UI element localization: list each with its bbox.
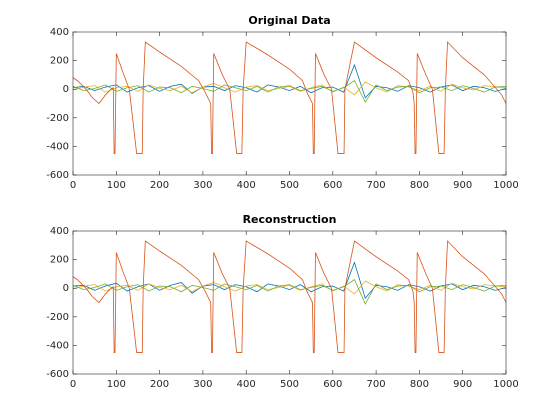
x-tick-label: 600 — [323, 379, 342, 390]
chart-title: Original Data — [248, 14, 330, 27]
y-tick-label: -200 — [46, 113, 69, 124]
data-line — [72, 261, 507, 300]
data-line — [72, 63, 507, 99]
chart-title: Reconstruction — [243, 213, 337, 226]
x-tick-label: 900 — [453, 379, 472, 390]
y-tick-label: 400 — [50, 226, 69, 237]
x-tick-label: 0 — [70, 379, 76, 390]
data-line — [72, 240, 507, 353]
x-tick-label: 0 — [70, 180, 76, 191]
x-tick-label: 400 — [237, 379, 256, 390]
data-line — [72, 81, 507, 96]
y-tick-label: 0 — [63, 283, 69, 294]
y-tick-label: 200 — [50, 56, 69, 67]
y-tick-label: -400 — [46, 340, 69, 351]
y-tick-label: 0 — [63, 84, 69, 95]
y-tick-label: -600 — [46, 369, 69, 380]
x-tick-label: 300 — [193, 180, 212, 191]
x-tick-label: 200 — [150, 180, 169, 191]
x-tick-label: 800 — [410, 180, 429, 191]
x-tick-label: 500 — [280, 180, 299, 191]
data-line — [72, 279, 507, 305]
data-line — [72, 80, 507, 103]
data-line — [72, 41, 507, 154]
x-tick-label: 400 — [237, 180, 256, 191]
y-tick-label: 400 — [50, 27, 69, 38]
x-tick-label: 200 — [150, 379, 169, 390]
y-tick-label: -200 — [46, 312, 69, 323]
x-tick-label: 100 — [107, 379, 126, 390]
x-tick-label: 1000 — [493, 379, 518, 390]
x-tick-label: 800 — [410, 379, 429, 390]
data-line — [72, 280, 507, 295]
x-tick-label: 500 — [280, 379, 299, 390]
x-tick-label: 100 — [107, 180, 126, 191]
x-tick-label: 1000 — [493, 180, 518, 191]
x-tick-label: 700 — [367, 180, 386, 191]
y-tick-label: -400 — [46, 141, 69, 152]
x-tick-label: 300 — [193, 379, 212, 390]
y-tick-label: -600 — [46, 170, 69, 181]
x-tick-label: 900 — [453, 180, 472, 191]
x-tick-label: 700 — [367, 379, 386, 390]
x-tick-label: 600 — [323, 180, 342, 191]
y-tick-label: 200 — [50, 255, 69, 266]
